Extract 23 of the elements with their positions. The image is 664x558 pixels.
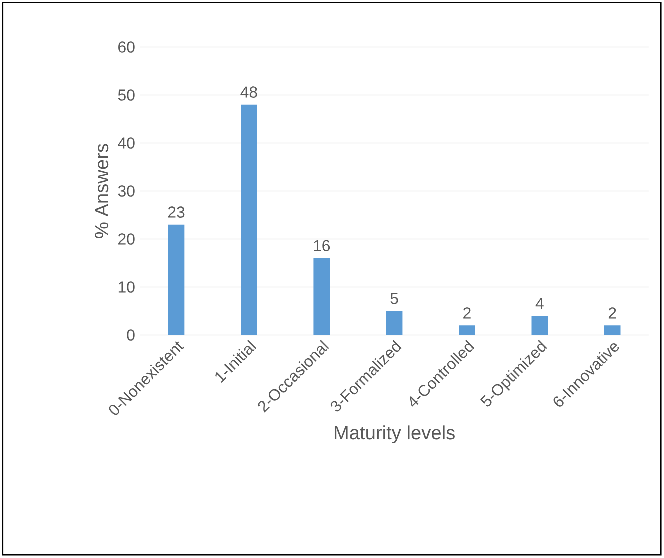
bar <box>241 104 258 336</box>
y-tick-label: 60 <box>118 42 135 53</box>
bar <box>386 311 403 336</box>
y-tick-label: 20 <box>118 234 135 245</box>
data-label: 4 <box>536 298 544 310</box>
bar <box>532 316 548 336</box>
y-tick-label: 30 <box>118 186 135 197</box>
data-label: 48 <box>240 86 258 98</box>
data-label: 2 <box>464 308 471 319</box>
x-axis-title: Maturity levels <box>334 426 455 444</box>
bar <box>314 258 330 336</box>
y-tick-label: 50 <box>118 90 135 101</box>
bar <box>459 326 476 336</box>
data-label: 2 <box>608 308 616 319</box>
data-label: 5 <box>390 293 398 304</box>
bar <box>604 326 621 336</box>
data-label: 23 <box>168 206 185 218</box>
y-tick-label: 40 <box>118 138 135 149</box>
y-axis-title: % Answers <box>95 144 109 238</box>
y-tick-label: 10 <box>118 282 135 293</box>
y-tick-label: 0 <box>127 330 135 341</box>
bar <box>168 224 185 336</box>
data-label: 16 <box>314 240 330 252</box>
